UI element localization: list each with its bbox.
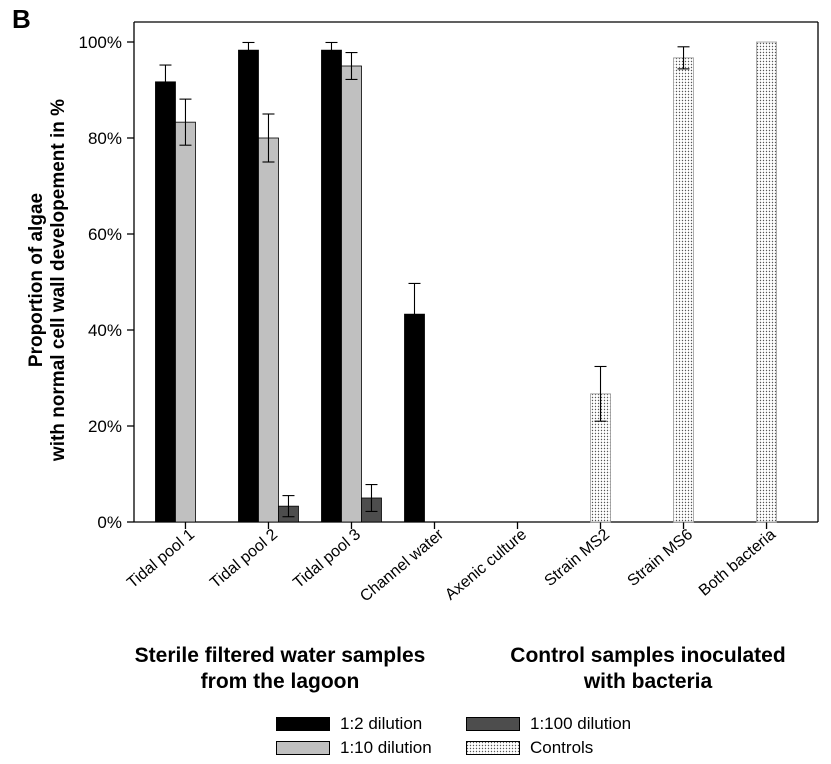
legend: 1:2 dilution 1:100 dilution 1:10 dilutio… xyxy=(276,714,656,764)
legend-swatch-controls xyxy=(466,741,520,755)
group-label-lagoon-line1: Sterile filtered water samples xyxy=(134,644,426,667)
x-tick-label: Tidal pool 3 xyxy=(290,526,364,592)
plot-area: 0%20%40%60%80%100%Tidal pool 1 Tidal pool… xyxy=(79,21,819,606)
panel-label: B xyxy=(12,4,31,34)
x-tick-label: Tidal pool 1 xyxy=(124,526,198,592)
y-tick-label: 20% xyxy=(88,417,122,436)
x-tick-label: Strain MS2 xyxy=(542,526,614,590)
x-tick-label: Axenic culture xyxy=(442,526,530,604)
legend-label-controls: Controls xyxy=(530,738,594,757)
legend-swatch-1-100-dilution xyxy=(466,717,520,731)
y-tick-label: 40% xyxy=(88,321,122,340)
bar-1-10-dilution xyxy=(341,65,362,523)
legend-label-1-2-dilution: 1:2 dilution xyxy=(340,714,423,733)
group-label-control-line1: Control samples inoculated xyxy=(510,644,786,667)
bar-1-2-dilution xyxy=(155,81,176,523)
y-axis-label-line1: Proportion of algae xyxy=(26,193,47,367)
legend-item-controls: Controls xyxy=(466,738,593,758)
legend-item-1-100-dilution: 1:100 dilution xyxy=(466,714,631,734)
bar-1-10-dilution xyxy=(175,121,196,523)
x-tick-label: Both bacteria xyxy=(696,526,779,600)
legend-item-1-10-dilution: 1:10 dilution xyxy=(276,738,432,758)
bar-controls xyxy=(673,57,694,523)
x-tick-label: Strain MS6 xyxy=(625,526,697,590)
x-tick-label: Tidal pool 2 xyxy=(207,526,281,592)
y-tick-label: 100% xyxy=(79,33,122,52)
group-label-lagoon-line2: from the lagoon xyxy=(200,670,360,693)
bar-1-10-dilution xyxy=(258,137,279,523)
bar-chart: 0%20%40%60%80%100%Tidal pool 1 Tidal pool… xyxy=(26,21,819,606)
group-label-control-line2: with bacteria xyxy=(583,670,713,693)
group-label-lagoon-samples: Sterile filtered water samples from the … xyxy=(90,643,470,695)
y-tick-label: 60% xyxy=(88,225,122,244)
legend-label-1-100-dilution: 1:100 dilution xyxy=(530,714,632,733)
legend-item-1-2-dilution: 1:2 dilution xyxy=(276,714,422,734)
bar-1-2-dilution xyxy=(238,49,259,523)
group-label-control-samples: Control samples inoculated with bacteria xyxy=(478,643,818,695)
y-tick-label: 0% xyxy=(97,513,122,532)
x-tick-label: Channel water xyxy=(357,526,447,606)
y-axis-label-line2: with normal cell wall developement in % xyxy=(48,99,69,462)
bar-controls xyxy=(756,41,777,523)
legend-swatch-1-2-dilution xyxy=(276,717,330,731)
legend-label-1-10-dilution: 1:10 dilution xyxy=(340,738,432,757)
y-tick-label: 80% xyxy=(88,129,122,148)
legend-swatch-1-10-dilution xyxy=(276,741,330,755)
bar-1-2-dilution xyxy=(321,49,342,523)
